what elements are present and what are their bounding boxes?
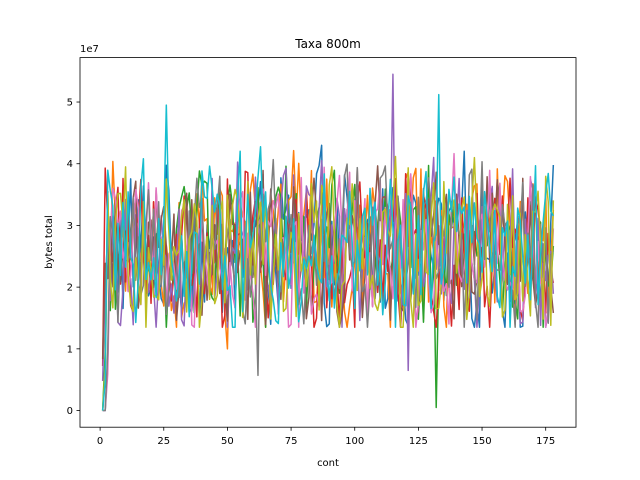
y-tick-label: 0 bbox=[67, 406, 73, 417]
y-tick-label: 1 bbox=[67, 344, 73, 355]
y-tick-label: 4 bbox=[67, 159, 73, 170]
y-offset-label: 1e7 bbox=[80, 44, 99, 55]
series-line-10 bbox=[101, 93, 554, 411]
x-tick-label: 100 bbox=[345, 436, 364, 447]
x-tick-label: 0 bbox=[97, 436, 103, 447]
series-line-9 bbox=[101, 155, 555, 411]
plot-frame bbox=[79, 57, 577, 428]
y-tick-label: 3 bbox=[67, 221, 73, 232]
x-tick-label: 125 bbox=[409, 436, 428, 447]
x-tick-label: 175 bbox=[536, 436, 555, 447]
x-tick-label: 150 bbox=[472, 436, 491, 447]
chart-title: Taxa 800m bbox=[294, 37, 361, 51]
x-tick-label: 25 bbox=[157, 436, 170, 447]
x-axis: 0 25 50 75 100 125 150 175 bbox=[97, 427, 555, 447]
y-axis: 0 1 2 3 4 5 bbox=[67, 98, 80, 417]
y-tick-label: 5 bbox=[67, 98, 73, 109]
y-tick-label: 2 bbox=[67, 283, 73, 294]
x-tick-label: 75 bbox=[285, 436, 298, 447]
x-tick-label: 50 bbox=[221, 436, 234, 447]
series-layer bbox=[101, 73, 555, 412]
y-axis-label: bytes total bbox=[44, 215, 55, 269]
x-axis-label: cont bbox=[317, 458, 339, 469]
